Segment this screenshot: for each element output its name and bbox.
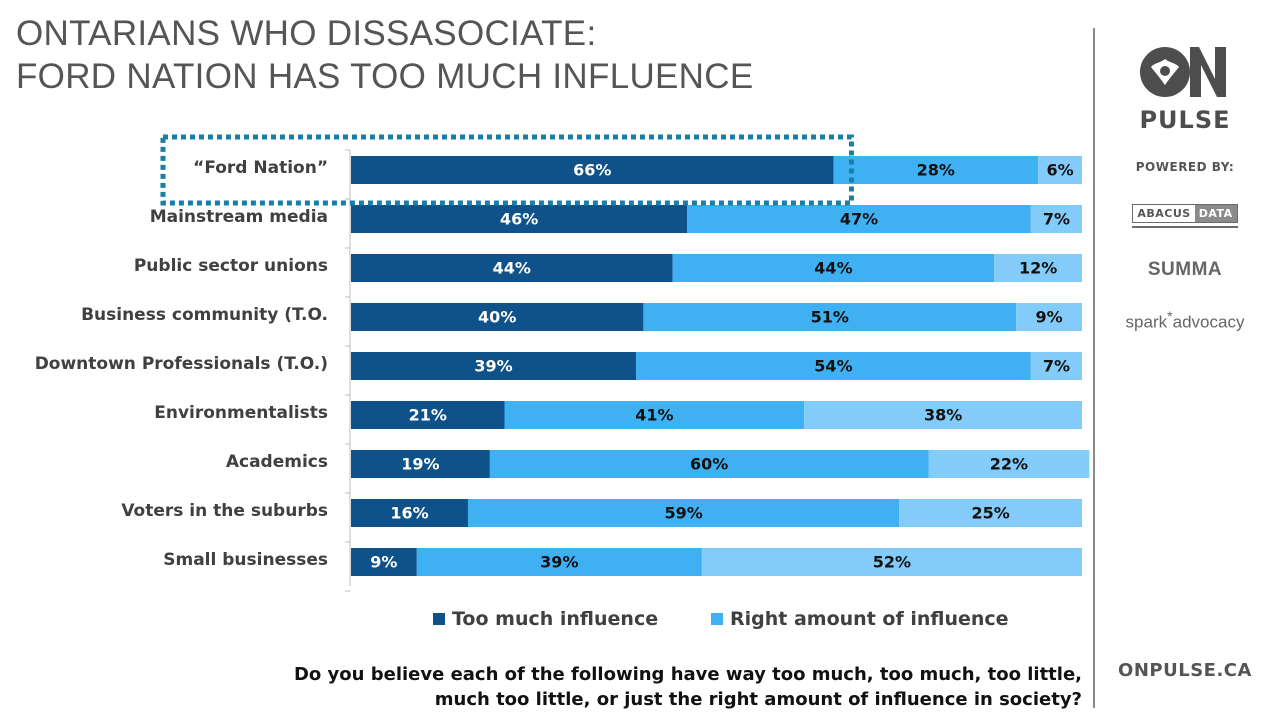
bar-segment: [1030, 205, 1082, 233]
divider-line: [1093, 28, 1095, 708]
category-label: Public sector unions: [134, 256, 328, 276]
data-label: 60%: [690, 455, 728, 474]
stacked-bar-chart: “Ford Nation” 66% 28% 6% Mainstream media 46%…: [35, 134, 1090, 592]
bar-segment: [672, 254, 995, 282]
data-label: 44%: [493, 259, 531, 278]
bar-segment: [351, 548, 417, 576]
category-label: Voters in the suburbs: [121, 501, 328, 521]
category-label: Small businesses: [163, 550, 328, 570]
data-label: 28%: [917, 161, 955, 180]
bar-segment: [416, 548, 702, 576]
bar-segment: [1030, 352, 1082, 380]
legend-item-right-amount: Right amount of influence: [711, 608, 1009, 630]
data-label: 44%: [814, 259, 852, 278]
survey-question: Do you believe each of the following hav…: [262, 662, 1082, 712]
bar-segment: [1016, 303, 1082, 331]
bar-segment: [504, 401, 805, 429]
legend-item-too-much: Too much influence: [433, 608, 658, 630]
bar-segment: [899, 499, 1082, 527]
bar-segment: [833, 156, 1039, 184]
bar-segment: [351, 450, 490, 478]
bar-segment: [489, 450, 929, 478]
data-label: 38%: [924, 406, 962, 425]
summa-logo: SUMMA: [1147, 259, 1223, 280]
bar-segment: [687, 205, 1031, 233]
bar-segment: [351, 254, 673, 282]
bar-segment: [351, 205, 688, 233]
category-label: Downtown Professionals (T.O.): [35, 354, 328, 374]
spark-text: spark: [1125, 312, 1168, 332]
data-label: 46%: [500, 210, 538, 229]
bar-segment: [643, 303, 1017, 331]
question-line-2: much too little, or just the right amoun…: [434, 689, 1082, 710]
data-label: 51%: [811, 308, 849, 327]
abacus-underline: [1132, 226, 1238, 228]
data-label: 6%: [1046, 161, 1073, 180]
highlight-box: [160, 134, 854, 206]
pulse-wordmark: PULSE: [1139, 106, 1231, 134]
chart-title: ONTARIANS WHO DISSASOCIATE: FORD NATION …: [16, 12, 753, 98]
on-pulse-logo: [1100, 42, 1270, 102]
data-label: 54%: [814, 357, 852, 376]
bar-segment: [351, 499, 468, 527]
data-label: 19%: [401, 455, 439, 474]
data-label: 59%: [664, 504, 702, 523]
spark-advocacy-logo: spark*advocacy: [1100, 309, 1270, 333]
legend-swatch-too-much: [433, 613, 445, 625]
data-label: 21%: [409, 406, 447, 425]
bar-segment: [467, 499, 900, 527]
category-label: “Ford Nation”: [193, 158, 328, 178]
legend-label-too-much: Too much influence: [452, 608, 659, 630]
data-label: 7%: [1043, 357, 1070, 376]
data-label: 16%: [390, 504, 428, 523]
data-label: 52%: [873, 553, 911, 572]
bar-segment: [351, 352, 637, 380]
category-label: Mainstream media: [150, 207, 328, 227]
data-label: 39%: [474, 357, 512, 376]
bar-segment: [1038, 156, 1082, 184]
data-label: 66%: [573, 161, 611, 180]
advocacy-text: advocacy: [1172, 312, 1245, 332]
bar-segment: [701, 548, 1082, 576]
data-label: 39%: [540, 553, 578, 572]
legend-label-right-amount: Right amount of influence: [730, 608, 1009, 630]
bar-segment: [994, 254, 1082, 282]
bar-segment: [804, 401, 1082, 429]
data-label: 9%: [1036, 308, 1063, 327]
title-line-2: FORD NATION HAS TOO MUCH INFLUENCE: [16, 57, 754, 96]
data-label: 47%: [840, 210, 878, 229]
category-label: Business community (T.O.: [81, 305, 328, 325]
question-line-1: Do you believe each of the following hav…: [293, 664, 1082, 685]
data-label: 12%: [1019, 259, 1057, 278]
bar-segment: [636, 352, 1031, 380]
category-label: Academics: [226, 452, 328, 472]
data-label: 41%: [635, 406, 673, 425]
abacus-text: ABACUS: [1133, 205, 1195, 222]
data-text: DATA: [1194, 205, 1237, 222]
legend-swatch-right-amount: [711, 613, 723, 625]
category-label: Environmentalists: [154, 403, 328, 423]
data-label: 40%: [478, 308, 516, 327]
data-label: 22%: [990, 455, 1028, 474]
data-label: 7%: [1043, 210, 1070, 229]
powered-by-label: POWERED BY:: [1135, 160, 1235, 174]
data-label: 25%: [971, 504, 1009, 523]
bar-segment: [351, 401, 505, 429]
website-link[interactable]: ONPULSE.CA: [1118, 660, 1252, 681]
spark-star: *: [1167, 309, 1173, 325]
abacus-data-logo: ABACUS DATA: [1100, 202, 1270, 228]
bar-segment: [928, 450, 1090, 478]
bar-segment: [351, 156, 834, 184]
bar-segment: [351, 303, 644, 331]
title-line-1: ONTARIANS WHO DISSASOCIATE:: [16, 14, 597, 53]
data-label: 9%: [370, 553, 397, 572]
